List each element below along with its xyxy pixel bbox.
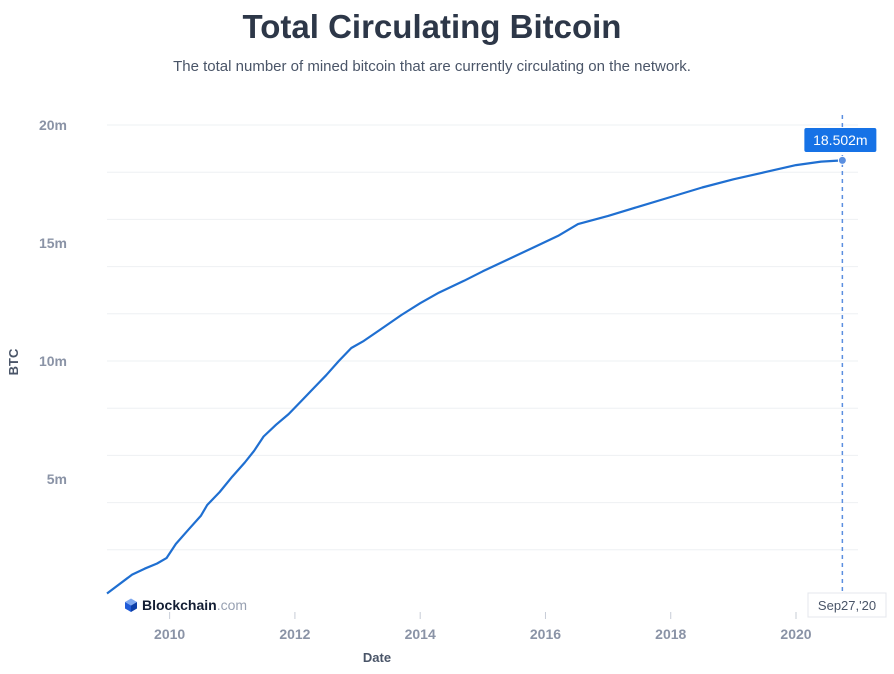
svg-text:Blockchain.com: Blockchain.com xyxy=(142,597,247,613)
x-axis-ticks: 2010 2012 2014 2016 2018 2020 xyxy=(154,612,812,642)
date-tooltip: Sep27,'20 xyxy=(807,592,887,618)
chart-subtitle: The total number of mined bitcoin that a… xyxy=(173,58,691,75)
y-tick-label: 5m xyxy=(47,471,67,487)
date-tooltip-box xyxy=(807,592,887,618)
watermark-suffix: .com xyxy=(217,597,247,613)
chart-title: Total Circulating Bitcoin xyxy=(242,8,622,45)
y-axis-ticks: 5m 10m 15m 20m xyxy=(39,117,67,487)
x-axis-label: Date xyxy=(363,650,391,665)
series-line xyxy=(106,159,843,595)
x-tick-label: 2016 xyxy=(530,626,561,642)
y-tick-label: 10m xyxy=(39,353,67,369)
y-axis-label: BTC xyxy=(6,348,21,375)
gridlines xyxy=(107,124,858,551)
x-tick-label: 2010 xyxy=(154,626,185,642)
watermark: Blockchain.com xyxy=(125,597,247,613)
x-tick-label: 2012 xyxy=(279,626,310,642)
watermark-brand: Blockchain xyxy=(142,597,217,613)
blockchain-logo-icon xyxy=(125,598,137,612)
x-tick-label: 2018 xyxy=(655,626,686,642)
value-tooltip-text: 18.502m xyxy=(813,132,867,148)
value-tooltip-box xyxy=(804,128,877,152)
y-tick-label: 15m xyxy=(39,235,67,251)
x-tick-label: 2014 xyxy=(405,626,436,642)
date-tooltip-text: Sep27,'20 xyxy=(818,598,876,613)
latest-data-point[interactable] xyxy=(837,155,847,165)
y-tick-label: 20m xyxy=(39,117,67,133)
x-tick-label: 2020 xyxy=(780,626,811,642)
value-tooltip: 18.502m xyxy=(804,128,877,152)
